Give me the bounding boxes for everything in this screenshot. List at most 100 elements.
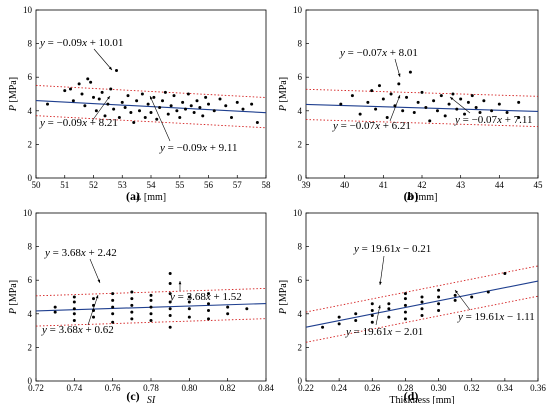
panel-a: 50 51 52 53 54 55 56 57 58 0 2 4 6 8 10 L [mm] P [MPa] y …	[8, 5, 271, 203]
y-axis-label: P [MPa]	[278, 280, 289, 315]
data-point	[321, 325, 325, 329]
data-point	[226, 305, 230, 309]
x-tick-label: 0.26	[364, 383, 380, 393]
panel-label: (b)	[404, 189, 419, 203]
data-point	[503, 271, 507, 275]
data-point	[447, 102, 451, 106]
data-point	[420, 313, 424, 317]
data-point	[72, 319, 76, 323]
lower-bound-line	[305, 295, 539, 343]
x-tick-label: 0.36	[530, 383, 546, 393]
data-point	[459, 97, 463, 101]
data-point	[92, 315, 95, 319]
data-point	[115, 68, 118, 72]
data-point	[212, 109, 216, 113]
data-point	[337, 322, 341, 326]
data-point	[381, 97, 385, 101]
y-axis-label: P [MPa]	[8, 280, 19, 315]
data-point	[408, 70, 412, 74]
data-point	[397, 82, 401, 86]
data-point	[403, 303, 407, 307]
equation-label: y = −0.09x + 9.11	[159, 142, 238, 154]
annotation-arrowhead	[150, 96, 153, 100]
data-point	[89, 80, 93, 84]
y-tick-label: 10	[23, 5, 33, 15]
data-point	[109, 87, 113, 91]
data-point	[482, 99, 486, 103]
x-tick-label: 51	[60, 180, 69, 190]
equation-label: y = 19.61x − 1.11	[457, 311, 535, 323]
data-point	[198, 105, 202, 109]
data-point	[187, 315, 191, 319]
annotation-arrow	[449, 96, 471, 114]
data-point	[146, 102, 150, 106]
annotation-arrowhead	[397, 73, 401, 77]
data-point	[387, 307, 391, 311]
x-tick-label: 0.30	[431, 383, 447, 393]
data-point	[403, 297, 407, 301]
annotation-arrow	[93, 48, 113, 71]
data-point	[72, 312, 76, 316]
annotation-arrowhead	[108, 66, 112, 70]
data-point	[106, 102, 110, 106]
x-tick-label: 40	[340, 180, 350, 190]
x-tick-label: 0.80	[181, 383, 197, 393]
y-tick-label: 10	[293, 5, 303, 15]
data-point	[111, 305, 115, 309]
data-point	[420, 90, 424, 94]
data-point	[130, 310, 134, 314]
data-point	[358, 112, 362, 116]
annotation-arrow	[149, 95, 171, 142]
annotation-arrowhead	[378, 305, 381, 309]
data-point	[453, 298, 457, 302]
annotation-arrowhead	[450, 97, 454, 101]
x-tick-label: 0.78	[143, 383, 159, 393]
data-point	[172, 94, 176, 98]
annotation-arrow	[87, 294, 99, 326]
data-point	[385, 116, 389, 120]
y-tick-label: 6	[298, 275, 303, 285]
x-tick-label: 0.24	[331, 383, 347, 393]
data-point	[120, 100, 124, 104]
data-point	[463, 112, 467, 116]
x-tick-label: 45	[534, 180, 544, 190]
x-tick-label: 55	[175, 180, 185, 190]
data-point	[138, 109, 141, 113]
data-point	[451, 92, 455, 96]
fit-line	[305, 280, 539, 328]
data-point	[94, 109, 98, 113]
annotation-arrowhead	[178, 281, 182, 285]
data-point	[130, 317, 134, 321]
equation-label: y = −0.07x + 6.21	[332, 120, 411, 132]
x-tick-label: 43	[456, 180, 466, 190]
annotation-arrow	[375, 304, 381, 326]
data-point	[155, 117, 159, 121]
data-point	[72, 307, 76, 311]
equation-label: y = 19.61x − 0.21	[353, 243, 431, 255]
data-point	[97, 97, 101, 101]
data-point	[403, 310, 407, 314]
data-point	[377, 84, 381, 88]
annotation-arrow	[454, 289, 471, 311]
data-point	[123, 105, 127, 109]
data-point	[453, 293, 457, 297]
data-point	[350, 94, 354, 98]
data-point	[184, 107, 187, 111]
data-point	[112, 107, 116, 111]
data-point	[175, 109, 179, 113]
y-tick-label: 8	[28, 242, 33, 252]
data-point	[517, 100, 521, 104]
data-point	[437, 288, 441, 292]
data-point	[149, 305, 153, 309]
panel-c: 0.72 0.74 0.76 0.78 0.80 0.82 0.84 0 2 4 6 8 10 SI P […	[8, 208, 274, 404]
x-tick-label: 0.72	[28, 383, 44, 393]
data-point	[53, 305, 57, 309]
data-point	[405, 95, 409, 99]
annotation-arrow	[379, 255, 385, 286]
x-axis-label: L [mm]	[135, 192, 166, 203]
data-point	[168, 313, 172, 317]
data-point	[80, 92, 84, 96]
data-point	[149, 298, 153, 302]
data-point	[69, 87, 72, 91]
